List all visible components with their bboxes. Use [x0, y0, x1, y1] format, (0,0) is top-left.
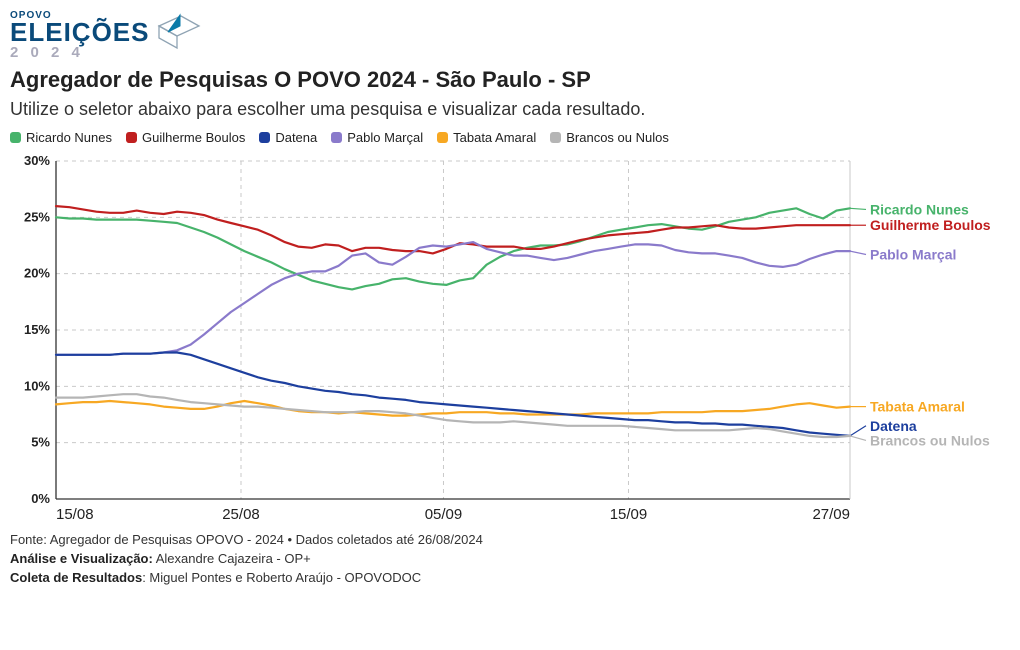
svg-text:20%: 20% — [24, 266, 50, 281]
legend-label: Ricardo Nunes — [26, 130, 112, 145]
caption-text: Alexandre Cajazeira - OP+ — [153, 551, 311, 566]
legend-swatch — [331, 132, 342, 143]
caption-text: : Miguel Pontes e Roberto Araújo - OPOVO… — [142, 570, 421, 585]
legend-swatch — [259, 132, 270, 143]
svg-text:27/09: 27/09 — [812, 506, 850, 521]
legend-swatch — [550, 132, 561, 143]
legend-item: Tabata Amaral — [437, 130, 536, 145]
caption-line-1: Fonte: Agregador de Pesquisas OPOVO - 20… — [10, 531, 1010, 550]
legend-label: Guilherme Boulos — [142, 130, 245, 145]
svg-text:30%: 30% — [24, 153, 50, 168]
svg-text:25%: 25% — [24, 210, 50, 225]
legend-swatch — [126, 132, 137, 143]
legend-swatch — [437, 132, 448, 143]
ballot-icon — [155, 10, 203, 50]
svg-text:Brancos ou Nulos: Brancos ou Nulos — [870, 433, 990, 449]
svg-text:15/08: 15/08 — [56, 506, 94, 521]
caption: Fonte: Agregador de Pesquisas OPOVO - 20… — [10, 531, 1010, 588]
legend-item: Pablo Marçal — [331, 130, 423, 145]
caption-line-2: Análise e Visualização: Alexandre Cajaze… — [10, 550, 1010, 569]
legend-item: Ricardo Nunes — [10, 130, 112, 145]
caption-line-3: Coleta de Resultados: Miguel Pontes e Ro… — [10, 569, 1010, 588]
legend: Ricardo Nunes Guilherme Boulos Datena Pablo… — [10, 130, 1010, 145]
svg-text:15%: 15% — [24, 322, 50, 337]
svg-text:05/09: 05/09 — [425, 506, 463, 521]
legend-label: Datena — [275, 130, 317, 145]
svg-text:Tabata Amaral: Tabata Amaral — [870, 399, 965, 415]
page-title: Agregador de Pesquisas O POVO 2024 - São… — [10, 67, 1010, 93]
legend-label: Pablo Marçal — [347, 130, 423, 145]
svg-text:10%: 10% — [24, 379, 50, 394]
svg-text:Pablo Marçal: Pablo Marçal — [870, 247, 956, 263]
svg-text:0%: 0% — [31, 491, 50, 506]
legend-item: Datena — [259, 130, 317, 145]
caption-label: Coleta de Resultados — [10, 570, 142, 585]
logo-text-block: OPOVO ELEIÇÕES 2 0 2 4 — [10, 10, 149, 61]
legend-swatch — [10, 132, 21, 143]
legend-item: Guilherme Boulos — [126, 130, 245, 145]
page-subtitle: Utilize o seletor abaixo para escolher u… — [10, 99, 1010, 120]
svg-text:15/09: 15/09 — [610, 506, 648, 521]
svg-text:Guilherme Boulos: Guilherme Boulos — [870, 218, 991, 234]
caption-text: Agregador de Pesquisas OPOVO - 2024 • Da… — [50, 532, 483, 547]
caption-label: Análise e Visualização: — [10, 551, 153, 566]
caption-label: Fonte: — [10, 532, 47, 547]
svg-text:25/08: 25/08 — [222, 506, 260, 521]
legend-label: Brancos ou Nulos — [566, 130, 669, 145]
svg-text:5%: 5% — [31, 435, 50, 450]
legend-item: Brancos ou Nulos — [550, 130, 669, 145]
chart: 0% 5% 10% 15% 20% 25% 30% 15/08 25/08 05/09 15/09 2… — [10, 151, 1010, 521]
svg-text:Ricardo Nunes: Ricardo Nunes — [870, 202, 969, 218]
legend-label: Tabata Amaral — [453, 130, 536, 145]
brand-logo: OPOVO ELEIÇÕES 2 0 2 4 — [10, 10, 1010, 61]
svg-text:Datena: Datena — [870, 418, 917, 434]
logo-big: ELEIÇÕES — [10, 21, 149, 44]
